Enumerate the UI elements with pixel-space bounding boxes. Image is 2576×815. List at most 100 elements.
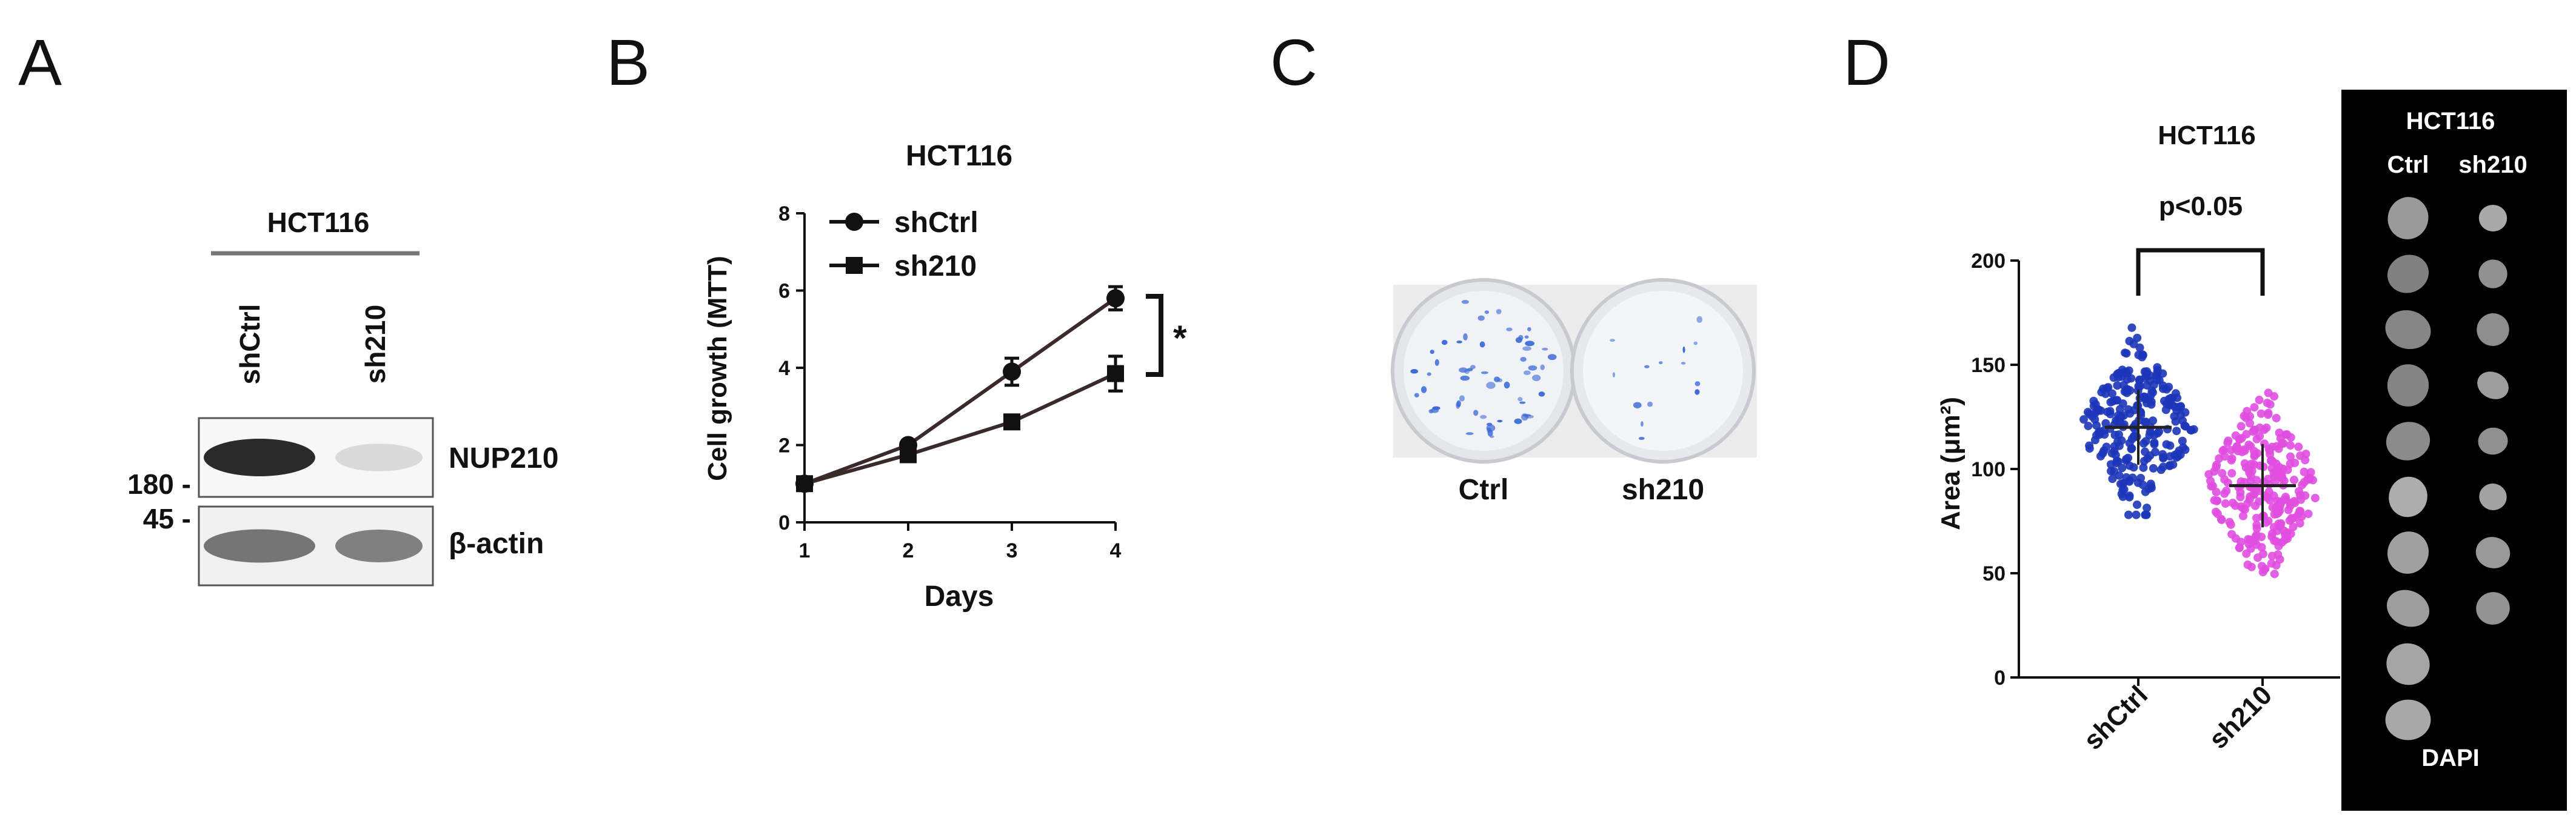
area-point-sh210 xyxy=(2270,510,2279,519)
nucleus-ctrl xyxy=(2386,643,2430,685)
area-point-shCtrl xyxy=(2083,408,2092,417)
panel-label-a: A xyxy=(18,25,62,99)
area-point-shCtrl xyxy=(2112,396,2121,405)
colony-dot xyxy=(1693,341,1698,345)
area-point-sh210 xyxy=(2252,513,2261,522)
area-point-shCtrl xyxy=(2133,478,2143,487)
dapi-column-sh210: sh210 xyxy=(2458,151,2527,178)
area-point-shCtrl xyxy=(2127,374,2136,383)
area-point-shCtrl xyxy=(2158,381,2167,390)
colony-dot xyxy=(1486,382,1496,389)
pvalue-label: p<0.05 xyxy=(2159,191,2243,221)
colony-dot xyxy=(1484,310,1490,314)
area-point-shCtrl xyxy=(2138,353,2147,362)
area-point-shCtrl xyxy=(2153,363,2162,372)
area-point-shCtrl xyxy=(2085,444,2094,453)
area-point-shCtrl xyxy=(2093,405,2103,414)
colony-dot xyxy=(1521,413,1528,421)
colony-dot xyxy=(1480,414,1487,419)
colony-dot xyxy=(1514,418,1522,424)
colony-dot xyxy=(1681,362,1686,365)
marker-180: 180 - xyxy=(127,468,191,500)
colony-dot xyxy=(1456,341,1462,344)
area-point-sh210 xyxy=(2294,442,2303,451)
colony-dot xyxy=(1486,424,1496,432)
area-point-sh210 xyxy=(2251,501,2260,510)
area-point-shCtrl xyxy=(2122,473,2131,482)
area-point-sh210 xyxy=(2245,412,2254,421)
area-point-shCtrl xyxy=(2149,416,2158,425)
area-point-sh210 xyxy=(2212,488,2221,497)
colony-dot xyxy=(1520,357,1527,362)
area-ytick-label: 150 xyxy=(1971,354,2006,377)
colony-dot xyxy=(1523,370,1531,375)
colony-dot xyxy=(1527,327,1531,331)
nucleus-ctrl xyxy=(2386,590,2430,627)
growth-ytick-label: 4 xyxy=(778,357,790,380)
area-point-sh210 xyxy=(2249,427,2258,436)
growth-point-shCtrl xyxy=(1106,289,1125,308)
colony-dot xyxy=(1497,419,1503,423)
area-point-sh210 xyxy=(2231,501,2240,510)
colony-dot xyxy=(1659,361,1663,365)
area-point-sh210 xyxy=(2289,522,2298,531)
colony-dot xyxy=(1441,339,1448,345)
colony-dot xyxy=(1633,402,1642,408)
colony-dot xyxy=(1641,421,1644,427)
area-point-sh210 xyxy=(2287,514,2296,523)
area-point-shCtrl xyxy=(2127,323,2136,332)
area-point-shCtrl xyxy=(2173,393,2182,402)
area-point-sh210 xyxy=(2255,396,2264,405)
area-point-shCtrl xyxy=(2127,444,2136,453)
area-point-shCtrl xyxy=(2147,397,2156,406)
area-point-sh210 xyxy=(2247,562,2256,571)
area-point-shCtrl xyxy=(2179,443,2188,452)
area-xtick-label-sh210: sh210 xyxy=(2203,680,2278,754)
area-point-sh210 xyxy=(2304,475,2313,484)
area-point-shCtrl xyxy=(2141,487,2150,496)
area-point-shCtrl xyxy=(2114,430,2123,439)
area-point-sh210 xyxy=(2295,491,2304,500)
lane-label-shctrl: shCtrl xyxy=(234,304,266,385)
colony-dot xyxy=(1473,410,1479,416)
nucleus-sh210 xyxy=(2478,205,2507,231)
area-point-shCtrl xyxy=(2134,382,2143,391)
area-point-sh210 xyxy=(2272,413,2281,422)
area-point-shCtrl xyxy=(2099,446,2109,455)
area-point-shCtrl xyxy=(2125,461,2134,470)
area-point-shCtrl xyxy=(2117,490,2126,499)
colony-dish-sh210-inner xyxy=(1583,291,1743,451)
growth-xtick-label: 1 xyxy=(799,539,811,562)
colony-dot xyxy=(1682,346,1685,353)
area-point-shCtrl xyxy=(2149,380,2158,389)
area-point-sh210 xyxy=(2213,509,2222,518)
band-0-lane-1 xyxy=(335,444,423,471)
area-point-sh210 xyxy=(2290,458,2300,467)
colony-dot xyxy=(1638,436,1645,441)
area-ytick-label: 50 xyxy=(1982,562,2006,585)
area-point-shCtrl xyxy=(2099,384,2108,393)
area-point-shCtrl xyxy=(2101,419,2110,428)
band-0-lane-0 xyxy=(204,439,315,476)
colony-dot xyxy=(1519,401,1526,404)
area-point-shCtrl xyxy=(2158,369,2167,378)
area-point-shCtrl xyxy=(2162,440,2171,449)
area-point-sh210 xyxy=(2207,482,2216,491)
colony-dot xyxy=(1547,354,1557,361)
area-point-sh210 xyxy=(2261,564,2270,573)
area-point-sh210 xyxy=(2264,388,2273,398)
blot-cell-line: HCT116 xyxy=(267,207,370,238)
colony-dot xyxy=(1420,386,1427,393)
area-point-sh210 xyxy=(2246,544,2255,553)
area-point-shCtrl xyxy=(2118,479,2127,488)
area-point-shCtrl xyxy=(2084,421,2093,430)
area-point-shCtrl xyxy=(2146,479,2155,488)
colony-dot xyxy=(1461,299,1470,304)
growth-point-sh210 xyxy=(1107,365,1124,382)
area-point-sh210 xyxy=(2250,536,2260,545)
area-point-sh210 xyxy=(2284,505,2293,514)
colony-dot xyxy=(1427,372,1431,376)
area-point-sh210 xyxy=(2236,422,2246,431)
colony-dot xyxy=(1538,391,1545,397)
